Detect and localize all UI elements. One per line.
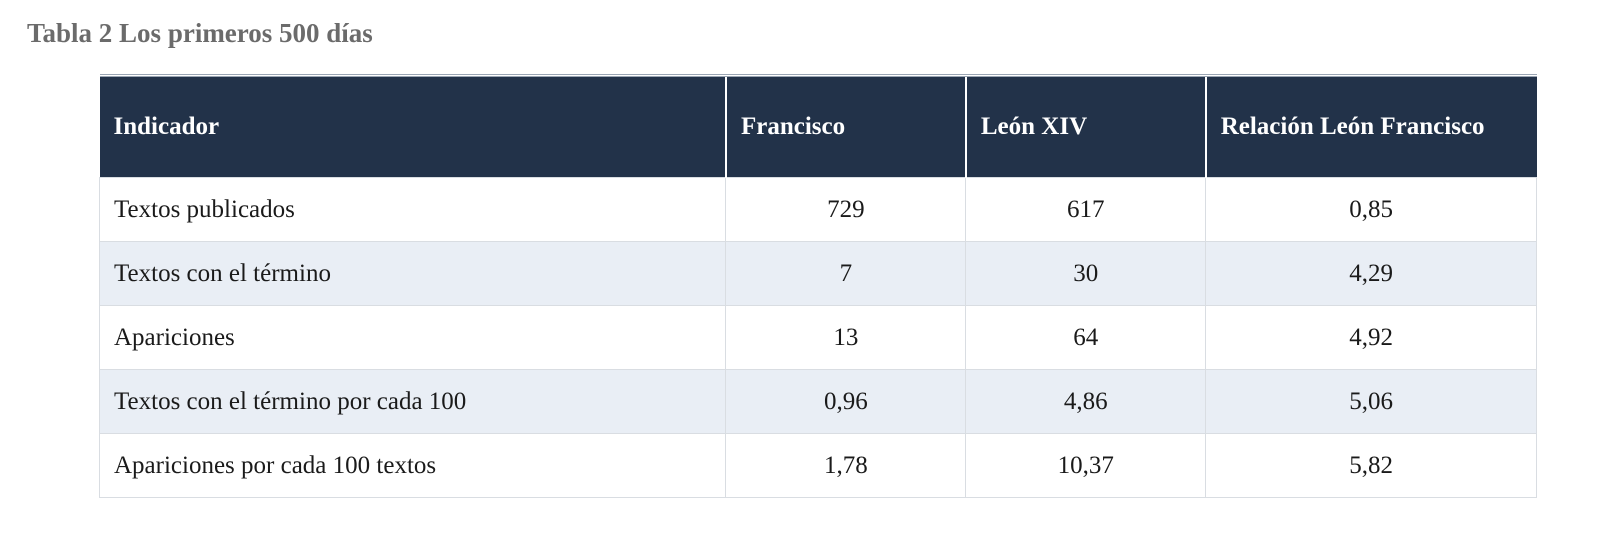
value-cell: 617 xyxy=(965,177,1207,242)
row-label: Textos con el término por cada 100 xyxy=(98,369,727,434)
table-row: Textos publicados 729 617 0,85 xyxy=(98,177,1537,242)
header-cell: León XIV xyxy=(964,75,1206,178)
table-row: Textos con el término 7 30 4,29 xyxy=(98,241,1537,306)
value-cell: 64 xyxy=(965,305,1207,370)
row-label: Textos con el término xyxy=(98,241,727,306)
value-cell: 5,06 xyxy=(1205,369,1537,434)
value-cell: 4,29 xyxy=(1205,241,1537,306)
data-table: Indicador Francisco León XIV Relación León … xyxy=(98,74,1537,498)
row-label: Apariciones por cada 100 textos xyxy=(98,433,727,498)
table-title: Tabla 2 Los primeros 500 días xyxy=(27,18,373,48)
header-row: Indicador Francisco León XIV Relación León … xyxy=(99,75,1537,178)
value-cell: 4,86 xyxy=(965,369,1207,434)
value-cell: 5,82 xyxy=(1205,433,1537,498)
value-cell: 0,85 xyxy=(1205,177,1537,242)
header-cell: Francisco xyxy=(724,75,966,178)
value-cell: 10,37 xyxy=(965,433,1207,498)
table-row: Apariciones 13 64 4,92 xyxy=(98,305,1537,370)
value-cell: 7 xyxy=(725,241,967,306)
header-cell: Relación León Francisco xyxy=(1204,75,1537,178)
table-row: Apariciones por cada 100 textos 1,78 10,37… xyxy=(98,433,1537,498)
table-body: Textos publicados 729 617 0,85 Textos con el… xyxy=(98,177,1537,498)
value-cell: 729 xyxy=(725,177,967,242)
value-cell: 13 xyxy=(725,305,967,370)
row-label: Textos publicados xyxy=(98,177,727,242)
value-cell: 1,78 xyxy=(725,433,967,498)
row-label: Apariciones xyxy=(98,305,727,370)
table-row: Textos con el término por cada 100 0,96 4,… xyxy=(98,369,1537,434)
value-cell: 4,92 xyxy=(1205,305,1537,370)
header-cell: Indicador xyxy=(99,75,726,178)
value-cell: 0,96 xyxy=(725,369,967,434)
table-head: Indicador Francisco León XIV Relación León … xyxy=(99,75,1537,178)
value-cell: 30 xyxy=(965,241,1207,306)
